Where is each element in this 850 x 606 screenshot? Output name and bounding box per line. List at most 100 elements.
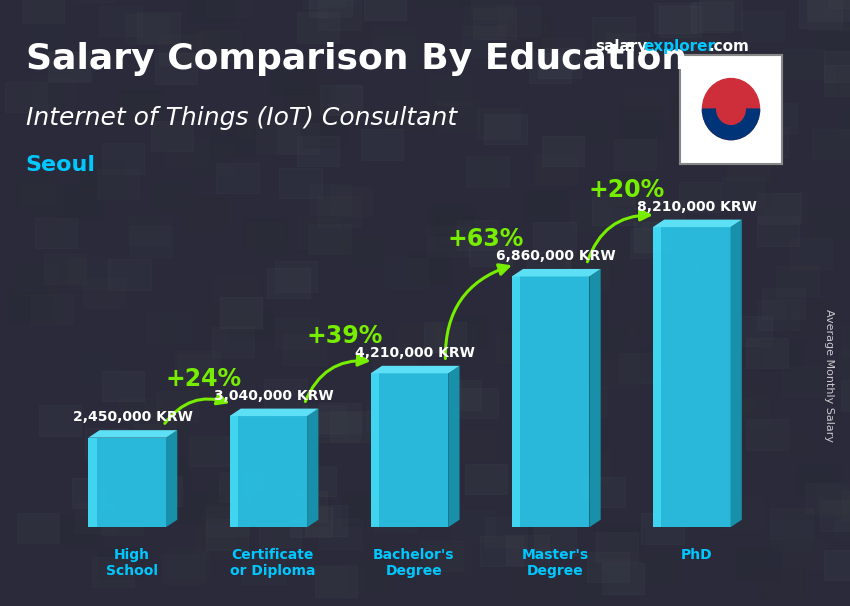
Bar [564,573,607,603]
Bar [144,407,186,437]
Bar [808,0,850,30]
Bar [507,290,549,320]
Bar [828,0,850,8]
Bar [83,278,126,308]
Polygon shape [730,219,742,527]
Bar [805,483,847,513]
Bar [842,325,850,356]
Bar [745,419,788,450]
Bar [839,108,850,138]
Bar [539,251,581,281]
Bar [374,502,416,532]
Bar [677,36,719,67]
Bar [271,64,314,94]
Bar [564,387,606,417]
Bar [439,380,481,410]
Bar [156,391,198,422]
Bar [275,261,317,291]
Bar [317,411,360,442]
Bar [608,176,650,206]
Bar [634,222,677,253]
Bar [409,253,451,283]
Bar [782,366,824,396]
Bar [835,508,850,538]
Bar [625,89,667,119]
Polygon shape [88,438,166,527]
Polygon shape [653,227,661,527]
Bar [319,402,361,433]
Text: +20%: +20% [589,178,665,202]
Bar [756,299,799,330]
Bar [728,176,770,207]
Bar [686,33,728,63]
Bar [60,187,103,217]
Bar [99,548,141,578]
Bar [320,519,362,549]
Bar [102,371,144,401]
Bar [94,438,136,468]
Bar [590,247,632,277]
Bar [537,304,580,335]
Bar [276,124,319,154]
Bar [184,198,226,228]
Bar [824,51,850,81]
Bar [72,0,115,2]
Bar [130,227,173,257]
Bar [146,459,189,490]
Bar [133,424,175,454]
Bar [219,298,262,328]
Bar [206,519,248,550]
Bar [152,180,195,210]
Polygon shape [230,416,307,527]
Text: .com: .com [708,39,749,55]
Bar [469,236,512,266]
Polygon shape [512,276,589,527]
Bar [654,3,696,33]
Bar [29,25,71,55]
Bar [150,121,193,151]
Bar [837,67,850,98]
Bar [677,485,720,515]
Polygon shape [307,408,319,527]
Bar [364,0,406,20]
Text: High
School: High School [105,548,158,579]
Bar [691,2,734,32]
Bar [582,477,625,507]
Polygon shape [371,373,379,527]
Bar [291,78,333,108]
Bar [298,218,341,248]
Bar [108,259,150,290]
Bar [817,27,850,58]
Bar [456,388,498,418]
Bar [14,265,57,296]
Bar [600,527,643,557]
Bar [659,7,701,37]
Bar [453,429,496,459]
Bar [548,470,591,501]
Bar [128,216,170,246]
Bar [640,348,683,378]
Bar [635,553,677,584]
Bar [376,38,418,68]
Bar [521,322,564,353]
Bar [385,258,428,288]
Bar [125,14,167,44]
Bar [44,254,87,284]
Text: Internet of Things (IoT) Consultant: Internet of Things (IoT) Consultant [26,106,456,130]
Bar [373,347,416,378]
Circle shape [702,79,760,139]
Bar [525,352,568,382]
Bar [723,384,766,414]
Bar [207,0,250,16]
Polygon shape [512,276,520,527]
Bar [430,205,473,236]
Bar [308,224,350,254]
Bar [92,557,134,587]
Bar [217,162,259,193]
Text: 3,040,000 KRW: 3,040,000 KRW [214,388,334,402]
Bar [80,353,122,383]
Bar [477,108,519,139]
Text: 6,860,000 KRW: 6,860,000 KRW [496,249,616,263]
Bar [535,154,577,184]
Bar [783,539,825,569]
